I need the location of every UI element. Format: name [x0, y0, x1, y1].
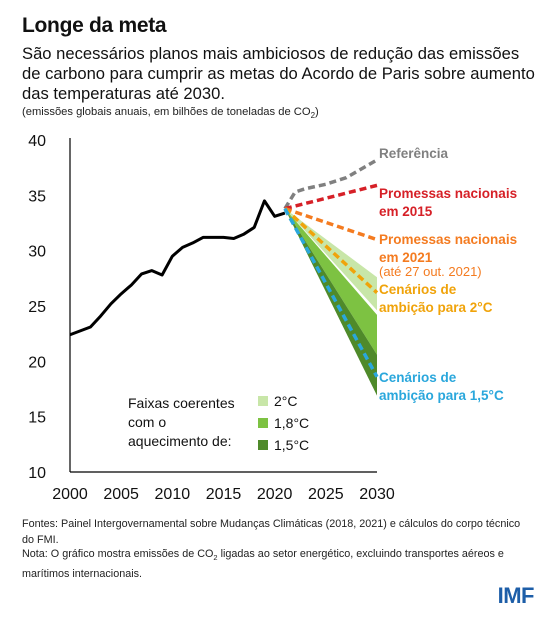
x-tick-label: 2010	[155, 486, 191, 503]
y-tick-label: 40	[28, 133, 46, 150]
projection-label-1: em 2015	[379, 204, 433, 219]
legend-title: Faixas coerentes	[128, 395, 235, 411]
annotation-2021: (até 27 out. 2021)	[379, 264, 482, 279]
imf-logo: IMF	[497, 583, 535, 608]
units-subscript: 2	[310, 111, 316, 121]
projection-label-2: Promessas nacionais	[379, 232, 517, 247]
x-tick-label: 2000	[52, 486, 88, 503]
y-tick-label: 20	[28, 354, 46, 371]
projection-label-4: Cenários de	[379, 370, 457, 385]
units-note: (emissões globais anuais, em bilhões de …	[22, 106, 319, 120]
y-tick-label: 10	[28, 465, 46, 482]
band-2	[284, 208, 377, 396]
legend-title: com o	[128, 414, 166, 430]
legend-swatch-2	[258, 440, 268, 450]
note-prefix: Nota: O gráfico mostra emissões de CO	[22, 548, 214, 560]
x-tick-label: 2015	[206, 486, 242, 503]
sources-note: Fontes: Painel Intergovernamental sobre …	[22, 518, 521, 546]
band-0	[284, 208, 377, 311]
x-tick-label: 2025	[308, 486, 344, 503]
legend-label-1: 1,8°C	[274, 415, 309, 431]
legend-label-0: 2°C	[274, 393, 298, 409]
legend-title: aquecimento de:	[128, 433, 232, 449]
projection-label-4: ambição para 1,5°C	[379, 388, 504, 403]
units-prefix: (emissões globais anuais, em bilhões de …	[22, 106, 311, 118]
projection-label-2: em 2021	[379, 250, 433, 265]
note-subscript: 2	[213, 553, 218, 563]
units-suffix: )	[315, 106, 319, 118]
x-tick-label: 2020	[257, 486, 293, 503]
projection-label-3: Cenários de	[379, 282, 457, 297]
x-tick-label: 2005	[103, 486, 139, 503]
projection-line-1	[284, 183, 378, 211]
y-tick-label: 25	[28, 299, 46, 316]
projection-label-0: Referência	[379, 146, 449, 161]
footnote: Nota: O gráfico mostra emissões de CO2 l…	[22, 546, 532, 582]
projection-label-3: ambição para 2°C	[379, 300, 493, 315]
projection-line-0	[283, 158, 378, 210]
note-suffix: ligadas ao setor energético, excluindo t…	[22, 548, 504, 581]
y-tick-label: 15	[28, 410, 46, 427]
legend-swatch-0	[258, 396, 268, 406]
chart-title: Longe da meta	[22, 14, 167, 37]
projection-line-2	[284, 206, 378, 242]
y-tick-label: 35	[28, 188, 46, 205]
historical-emissions-line	[69, 199, 286, 337]
x-tick-label: 2030	[359, 486, 395, 503]
chart-subtitle: São necessários planos mais ambiciosos d…	[22, 44, 535, 103]
projection-line-4	[283, 207, 379, 378]
projection-label-1: Promessas nacionais	[379, 186, 517, 201]
y-tick-label: 30	[28, 244, 46, 261]
legend-label-2: 1,5°C	[274, 437, 309, 453]
legend-swatch-1	[258, 418, 268, 428]
projection-line-3	[283, 207, 379, 295]
